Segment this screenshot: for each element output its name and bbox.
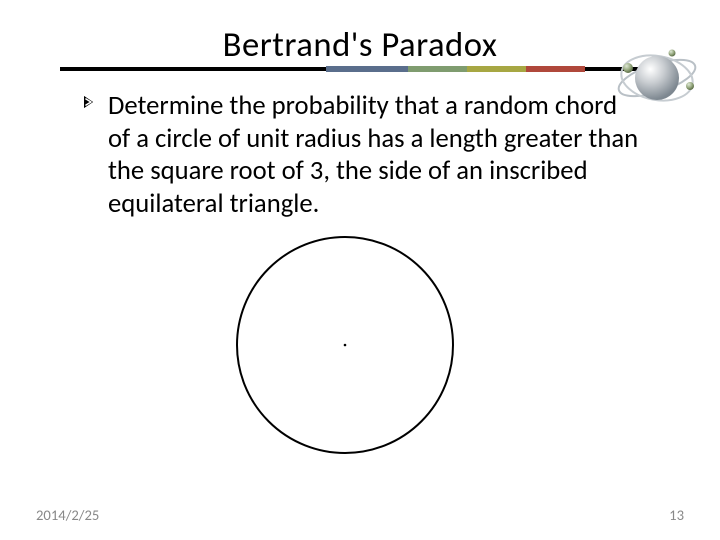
bullet-row: Determine the probability that a random … bbox=[82, 90, 642, 220]
sep-seg-5 bbox=[526, 66, 585, 72]
corner-art-icon bbox=[612, 32, 702, 127]
sep-seg-1 bbox=[60, 67, 326, 71]
sep-seg-3 bbox=[408, 66, 467, 72]
slide-title-text: Bertrand's Paradox bbox=[223, 24, 498, 66]
circle-svg bbox=[230, 230, 460, 460]
bullet-arrow-icon bbox=[82, 94, 98, 110]
diagram-circle bbox=[230, 230, 460, 465]
footer-date: 2014/2/25 bbox=[36, 506, 99, 524]
footer-page-number: 13 bbox=[669, 506, 684, 524]
slide: Bertrand's Paradox Determine the probabi… bbox=[0, 0, 720, 540]
bullet-text: Determine the probability that a random … bbox=[108, 90, 642, 220]
sep-seg-2 bbox=[326, 66, 409, 72]
title-separator bbox=[60, 66, 650, 72]
circle-center-dot bbox=[344, 344, 347, 347]
sep-seg-4 bbox=[467, 66, 526, 72]
